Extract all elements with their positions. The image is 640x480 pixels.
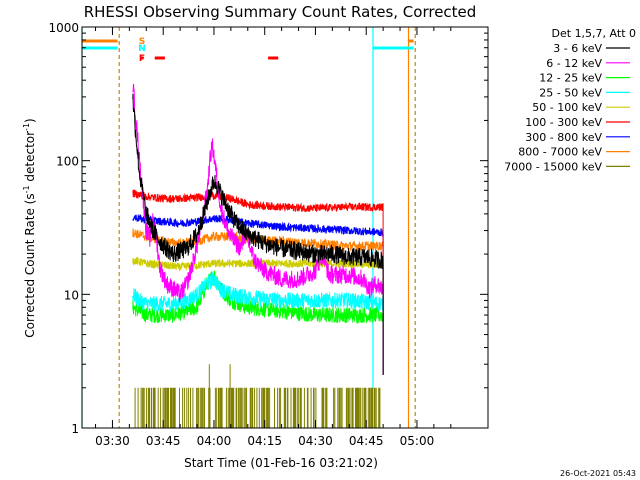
x-axis-label: Start Time (01-Feb-16 03:21:02) (184, 456, 378, 470)
legend-label-4: 50 - 100 keV (532, 101, 602, 114)
flag-N-bar-1 (372, 46, 414, 50)
x-tick-label-2: 04:00 (197, 434, 232, 448)
series-6 (132, 214, 384, 375)
timestamp: 26-Oct-2021 05:43 (560, 469, 636, 478)
legend-label-3: 25 - 50 keV (539, 86, 602, 99)
x-tick-label-4: 04:30 (298, 434, 333, 448)
series-1 (132, 83, 384, 375)
legend-label-1: 6 - 12 keV (546, 57, 602, 70)
series-8-line (134, 364, 381, 428)
y-tick-label-1: 10 (64, 288, 79, 302)
legend-label-0: 3 - 6 keV (553, 42, 602, 55)
flag-N-bar-0 (82, 46, 118, 50)
x-tick-label-5: 04:45 (349, 434, 384, 448)
legend-label-2: 12 - 25 keV (539, 72, 602, 85)
y-axis-label: Corrected Count Rate (s-1 detector-1) (22, 118, 37, 337)
chart-title: RHESSI Observing Summary Count Rates, Co… (84, 3, 477, 21)
series-6-line (132, 214, 384, 375)
flag-F-bar-2 (268, 56, 279, 60)
legend-label-5: 100 - 300 keV (525, 116, 602, 129)
series-5-line (132, 189, 384, 375)
flag-F-bar-1 (154, 56, 165, 60)
y-tick-label-3: 1000 (48, 21, 79, 35)
series-3-line (132, 271, 384, 375)
y-axis: 1 10 100 1000 (48, 21, 488, 436)
series-5 (132, 189, 384, 375)
x-tick-label-6: 05:00 (400, 434, 435, 448)
flag-labels: SNF (138, 37, 146, 64)
plot-frame (81, 26, 489, 429)
flag-N-label: N (138, 44, 146, 54)
x-tick-label-1: 03:45 (146, 434, 181, 448)
series-8 (134, 364, 381, 428)
series-3 (132, 271, 384, 375)
flag-S-bar-1 (408, 39, 414, 43)
series-group (132, 83, 384, 428)
legend-header: Det 1,5,7, Att 0 (552, 27, 636, 40)
x-tick-label-0: 03:30 (95, 434, 130, 448)
x-tick-label-3: 04:15 (247, 434, 282, 448)
y-tick-label-2: 100 (56, 155, 79, 169)
flag-F-label: F (139, 54, 145, 64)
series-0 (132, 93, 384, 375)
flag-S-bar-0 (82, 39, 118, 43)
flag-F-bar-0 (141, 56, 144, 60)
flag-S-label: S (139, 37, 145, 47)
legend-label-7: 800 - 7000 keV (518, 146, 602, 159)
y-tick-label-0: 1 (71, 422, 79, 436)
legend-label-8: 7000 - 15000 keV (504, 160, 602, 173)
legend: Det 1,5,7, Att 0 3 - 6 keV 6 - 12 keV 12 -… (504, 27, 636, 173)
series-1-line (132, 83, 384, 375)
night-day-boundaries (82, 27, 416, 428)
series-0-line (132, 93, 384, 375)
legend-label-6: 300 - 800 keV (525, 131, 602, 144)
x-axis: 03:30 03:45 04:00 04:15 04:30 04:45 05:00 (95, 27, 452, 448)
flag-bars (82, 39, 414, 60)
